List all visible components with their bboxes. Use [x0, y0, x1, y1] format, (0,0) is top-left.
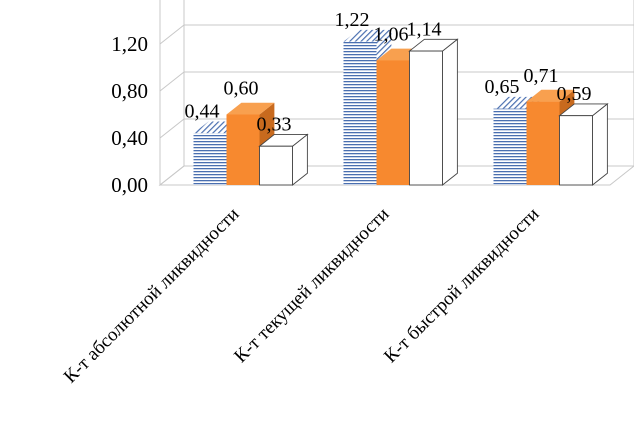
data-labels-group: 0,440,60 0,33 1,221,061,14 0,650,710,59: [185, 9, 592, 136]
bar-top: [226, 102, 275, 115]
y-tick-label: 0,80: [111, 79, 148, 103]
bar-top: [526, 89, 575, 102]
floor: [158, 165, 634, 186]
y-tick-label: 1,20: [111, 32, 148, 56]
y-tick-label: 0,40: [111, 126, 148, 150]
bar-front: [559, 115, 593, 186]
data-label: 0,65: [485, 76, 520, 98]
x-category-label: К-т быстрой ликвидности: [380, 204, 543, 367]
y-tick-label: 0,00: [111, 173, 148, 197]
gridline: [159, 118, 634, 139]
x-category-label: К-т абсолютной ликвидности: [60, 204, 244, 388]
data-label: 0,60: [224, 78, 259, 100]
bar-front: [409, 50, 443, 186]
bar-top: [343, 29, 392, 42]
data-label: 0,59: [557, 83, 592, 105]
gridline: [159, 24, 634, 45]
bar-front: [493, 108, 527, 185]
bar-side: [592, 102, 608, 186]
bar: [558, 102, 609, 186]
bar-front: [526, 101, 560, 185]
bars-group: [193, 29, 609, 186]
bar: [258, 133, 309, 186]
data-label: 1,14: [407, 18, 442, 40]
data-label: 0,33: [257, 113, 292, 135]
x-category-label: К-т текущей ликвидности: [230, 204, 393, 367]
bar-front: [193, 133, 227, 185]
bar-front: [259, 145, 293, 186]
data-label: 1,22: [335, 9, 370, 31]
bar-front: [343, 41, 377, 186]
gridline: [159, 71, 634, 92]
data-label: 0,44: [185, 101, 220, 123]
bar-side: [442, 38, 458, 186]
y-axis: 0,00 0,40 0,80 1,20: [111, 32, 148, 197]
data-label: 0,71: [524, 65, 559, 87]
bar-front: [376, 60, 410, 186]
data-label: 1,06: [374, 24, 409, 46]
bar-front: [226, 114, 260, 185]
bar: [408, 38, 459, 186]
gridlines: [159, 24, 634, 139]
